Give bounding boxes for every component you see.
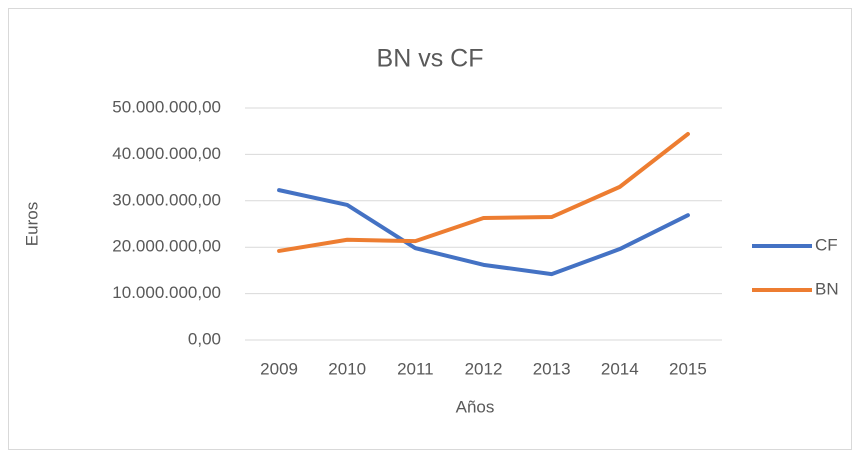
y-tick-label: 0,00	[188, 329, 221, 348]
y-axis-title: Euros	[22, 202, 41, 246]
y-tick-label: 20.000.000,00	[112, 237, 221, 256]
x-tick-label: 2009	[260, 359, 298, 378]
x-tick-label: 2012	[465, 359, 503, 378]
legend-label: CF	[815, 235, 838, 254]
line-series	[277, 131, 690, 253]
chart-title: BN vs CF	[377, 45, 484, 73]
chart-border	[8, 8, 852, 450]
legend-label: BN	[815, 279, 839, 298]
x-tick-label: 2011	[397, 359, 434, 378]
line-series	[277, 188, 690, 277]
x-tick-label: 2010	[328, 359, 366, 378]
y-tick-label: 30.000.000,00	[112, 190, 221, 209]
x-axis-title: Años	[456, 397, 495, 416]
y-tick-label: 40.000.000,00	[112, 144, 221, 163]
x-tick-label: 2013	[533, 359, 571, 378]
x-tick-label: 2015	[669, 359, 707, 378]
y-tick-label: 50.000.000,00	[112, 97, 221, 116]
x-tick-label: 2014	[601, 359, 639, 378]
y-tick-label: 10.000.000,00	[112, 283, 221, 302]
